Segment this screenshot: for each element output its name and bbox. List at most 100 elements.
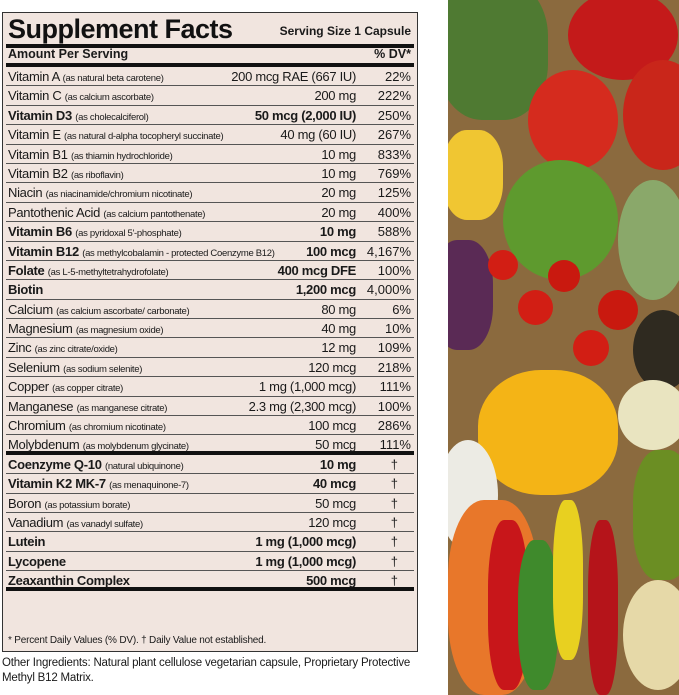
nutrient-dv: 125% [377, 185, 411, 201]
nutrient-dv: † [390, 553, 398, 569]
nutrient-name: Vitamin E (as natural d-alpha tocopheryl… [8, 127, 224, 143]
nutrient-amount: 40 mg [321, 321, 356, 337]
nutrient-dv: 222% [377, 88, 411, 104]
nutrient-amount: 200 mcg RAE (667 IU) [231, 69, 356, 84]
nutrient-name: Vitamin D3 (as cholecalciferol) [8, 107, 149, 123]
divider [6, 63, 414, 67]
nutrient-amount: 1 mg (1,000 mcg) [255, 534, 356, 550]
vegetables-photo [448, 0, 679, 695]
nutrient-amount: 400 mcg DFE [277, 262, 357, 278]
nutrient-dv: † [390, 514, 398, 530]
nutrient-name: Zinc (as zinc citrate/oxide) [8, 340, 118, 356]
nutrient-source: (as calcium ascorbate) [64, 92, 154, 104]
nutrient-row: Calcium (as calcium ascorbate/ carbonate… [6, 300, 414, 320]
nutrient-table: Vitamin A (as natural beta carotene) 200 … [6, 67, 414, 591]
nutrient-row: Niacin (as niacinamide/chromium nicotina… [6, 183, 414, 203]
nutrient-name: Boron (as potassium borate) [8, 495, 131, 511]
nutrient-dv: 833% [377, 146, 411, 162]
nutrient-row: Vitamin D3 (as cholecalciferol) 50 mcg (2… [6, 106, 414, 126]
nutrient-amount: 120 mcg [308, 514, 356, 530]
nutrient-amount: 40 mcg [312, 476, 356, 492]
nutrient-name: Niacin (as niacinamide/chromium nicotina… [8, 185, 193, 201]
nutrient-source: (as natural d-alpha tocopheryl succinate… [64, 131, 224, 143]
panel-title: Supplement Facts [8, 14, 233, 44]
amount-header: Amount Per Serving [8, 47, 129, 61]
nutrient-source: (as zinc citrate/oxide) [34, 344, 118, 356]
other-ingredients: Other Ingredients: Natural plant cellulo… [2, 657, 411, 684]
nutrient-amount: 10 mg [319, 456, 356, 472]
nutrient-amount: 100 mcg [308, 418, 356, 434]
nutrient-source: (as natural beta carotene) [62, 73, 164, 84]
nutrient-name: Vitamin B2 (as riboflavin) [8, 165, 124, 181]
nutrient-source: (as potassium borate) [44, 499, 131, 511]
nutrient-name: Vitamin A (as natural beta carotene) [8, 69, 164, 84]
nutrient-amount: 10 mg [321, 146, 356, 162]
nutrient-source: (as thiamin hydrochloride) [70, 150, 173, 162]
nutrient-row: Vanadium (as vanadyl sulfate) 120 mcg † [6, 513, 414, 533]
nutrient-source: (as calcium pantothenate) [103, 208, 206, 220]
nutrient-source: (as magnesium oxide) [75, 325, 164, 337]
nutrient-amount: 1,200 mcg [295, 282, 356, 298]
dv-header: % DV* [374, 47, 411, 61]
nutrient-amount: 50 mcg (2,000 IU) [254, 107, 356, 123]
nutrient-dv: 100% [377, 398, 411, 414]
nutrient-row: Manganese (as manganese citrate) 2.3 mg (… [6, 397, 414, 417]
nutrient-amount: 2.3 mg (2,300 mcg) [248, 398, 357, 414]
nutrient-amount: 50 mcg [315, 437, 356, 453]
nutrient-dv: 267% [377, 127, 411, 143]
nutrient-amount: 12 mg [321, 340, 356, 356]
footnote: * Percent Daily Values (% DV). † Daily V… [8, 635, 267, 646]
nutrient-dv: † [390, 534, 398, 550]
nutrient-source: (as manganese citrate) [76, 402, 168, 414]
nutrient-row: Selenium (as sodium selenite) 120 mcg 218% [6, 358, 414, 378]
nutrient-name: Vitamin C (as calcium ascorbate) [8, 88, 154, 104]
nutrient-dv: 100% [377, 262, 411, 278]
nutrient-source: (natural ubiquinone) [104, 460, 184, 472]
nutrient-dv: 4,000% [366, 282, 411, 298]
nutrient-source: (as niacinamide/chromium nicotinate) [45, 189, 193, 201]
column-header: Amount Per Serving % DV* [8, 47, 411, 64]
nutrient-row: Molybdenum (as molybdenum glycinate) 50 m… [6, 435, 414, 455]
nutrient-name: Magnesium (as magnesium oxide) [8, 321, 164, 337]
nutrient-dv: 769% [377, 165, 411, 181]
nutrient-dv: † [390, 476, 398, 492]
nutrient-dv: 286% [377, 418, 411, 434]
nutrient-row: Zinc (as zinc citrate/oxide) 12 mg 109% [6, 338, 414, 358]
nutrient-name: Manganese (as manganese citrate) [8, 398, 168, 414]
nutrient-dv: † [390, 495, 398, 511]
nutrient-dv: 4,167% [366, 243, 411, 259]
nutrient-name: Copper (as copper citrate) [8, 379, 124, 395]
supplement-facts-panel: Supplement Facts Serving Size 1 Capsule … [2, 12, 418, 652]
nutrient-row: Biotin 1,200 mcg 4,000% [6, 280, 414, 300]
nutrient-source: (as sodium selenite) [63, 363, 143, 375]
nutrient-row: Vitamin B12 (as methylcobalamin - protec… [6, 242, 414, 261]
nutrient-amount: 10 mg [321, 165, 356, 181]
nutrient-row: Vitamin B6 (as pyridoxal 5'-phosphate) 10… [6, 222, 414, 242]
nutrient-dv: 22% [384, 69, 411, 84]
nutrient-amount: 40 mg (60 IU) [280, 127, 356, 143]
nutrient-amount: 80 mg [321, 301, 356, 317]
nutrient-amount: 100 mcg [306, 243, 356, 259]
nutrient-row: Magnesium (as magnesium oxide) 40 mg 10% [6, 319, 414, 339]
nutrient-dv: 111% [379, 437, 411, 453]
nutrient-source: (as molybdenum glycinate) [82, 441, 189, 453]
nutrient-name: Pantothenic Acid (as calcium pantothenat… [8, 204, 206, 220]
nutrient-name: Coenzyme Q-10 (natural ubiquinone) [8, 456, 184, 472]
nutrient-source: (as menaquinone-7) [109, 480, 189, 492]
nutrient-row: Coenzyme Q-10 (natural ubiquinone) 10 mg † [6, 455, 414, 475]
nutrient-dv: 250% [377, 107, 411, 123]
nutrient-source: (as methylcobalamin - protected Coenzyme… [82, 247, 275, 259]
nutrient-source: (as chromium nicotinate) [68, 422, 166, 434]
nutrient-row: Vitamin K2 MK-7 (as menaquinone-7) 40 mcg… [6, 474, 414, 494]
nutrient-row: Vitamin A (as natural beta carotene) 200 … [6, 67, 414, 87]
nutrient-source: (as L-5-methyltetrahydrofolate) [47, 266, 169, 278]
nutrient-dv: † [390, 573, 398, 589]
nutrient-source: (as calcium ascorbate/ carbonate) [56, 305, 190, 317]
divider [6, 44, 414, 48]
serving-size: Serving Size 1 Capsule [279, 24, 411, 38]
nutrient-name: Chromium (as chromium nicotinate) [8, 418, 166, 434]
nutrient-name: Vitamin B12 (as methylcobalamin - protec… [8, 243, 275, 259]
nutrient-dv: 111% [379, 379, 411, 395]
nutrient-amount: 20 mg [321, 204, 356, 220]
nutrient-amount: 500 mcg [306, 573, 356, 589]
